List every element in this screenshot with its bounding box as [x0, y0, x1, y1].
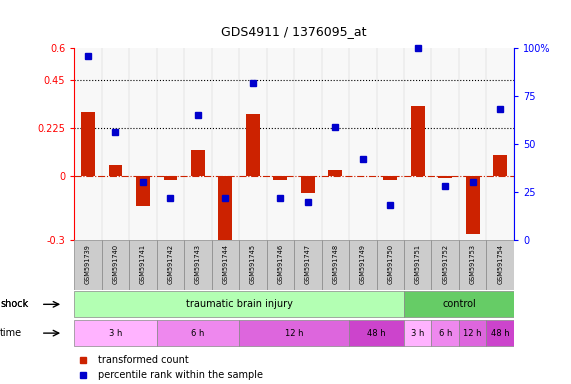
Bar [349, 320, 404, 346]
Text: traumatic brain injury: traumatic brain injury [186, 299, 292, 310]
Text: GSM591752: GSM591752 [442, 244, 448, 284]
Bar [74, 320, 156, 346]
Text: GSM591751: GSM591751 [415, 244, 421, 284]
Text: 48 h: 48 h [491, 329, 509, 338]
Bar [459, 320, 486, 346]
Bar [74, 240, 102, 290]
Bar [493, 155, 507, 176]
Text: GSM591740: GSM591740 [112, 244, 118, 284]
Bar [432, 240, 459, 290]
Text: GSM591749: GSM591749 [360, 244, 366, 284]
Text: 12 h: 12 h [285, 329, 303, 338]
Bar [212, 240, 239, 290]
Text: 12 h: 12 h [464, 329, 482, 338]
Bar [239, 320, 349, 346]
Bar [459, 240, 486, 290]
Text: GDS4911 / 1376095_at: GDS4911 / 1376095_at [222, 25, 367, 38]
Bar [239, 240, 267, 290]
Bar [184, 240, 212, 290]
Text: time: time [0, 328, 22, 338]
Text: GSM591741: GSM591741 [140, 244, 146, 284]
Bar [163, 176, 177, 180]
Bar [404, 240, 432, 290]
Bar [81, 112, 95, 176]
Bar [108, 166, 122, 176]
Text: GSM591743: GSM591743 [195, 244, 201, 284]
Text: GSM591739: GSM591739 [85, 244, 91, 284]
Text: 6 h: 6 h [439, 329, 452, 338]
Text: GSM591745: GSM591745 [250, 244, 256, 284]
Bar [432, 320, 459, 346]
Bar [246, 114, 260, 176]
Bar [129, 240, 156, 290]
Bar [439, 176, 452, 178]
Bar [321, 240, 349, 290]
Bar [74, 291, 404, 317]
Bar [466, 176, 480, 233]
Bar [404, 320, 432, 346]
Text: GSM591753: GSM591753 [470, 244, 476, 284]
Bar [349, 240, 376, 290]
Bar [404, 291, 514, 317]
Text: 3 h: 3 h [411, 329, 424, 338]
Bar [102, 240, 129, 290]
Bar [156, 240, 184, 290]
Text: control: control [442, 299, 476, 310]
Bar [328, 170, 342, 176]
Text: GSM591748: GSM591748 [332, 244, 338, 284]
Bar [376, 240, 404, 290]
Text: shock: shock [0, 299, 28, 310]
Text: GSM591746: GSM591746 [278, 244, 283, 284]
Bar [486, 240, 514, 290]
Bar [219, 176, 232, 240]
Bar [267, 240, 294, 290]
Text: GSM591754: GSM591754 [497, 244, 503, 284]
Text: GSM591747: GSM591747 [305, 244, 311, 284]
Text: 48 h: 48 h [367, 329, 386, 338]
Text: 3 h: 3 h [108, 329, 122, 338]
Bar [136, 176, 150, 206]
Bar [191, 151, 205, 176]
Text: GSM591750: GSM591750 [387, 244, 393, 284]
Bar [486, 320, 514, 346]
Text: percentile rank within the sample: percentile rank within the sample [98, 370, 263, 380]
Text: shock: shock [0, 299, 28, 310]
Bar [411, 106, 425, 176]
Bar [383, 176, 397, 180]
Bar [274, 176, 287, 180]
Text: 6 h: 6 h [191, 329, 204, 338]
Bar [156, 320, 239, 346]
Text: GSM591744: GSM591744 [222, 244, 228, 284]
Text: transformed count: transformed count [98, 356, 189, 366]
Bar [301, 176, 315, 193]
Bar [294, 240, 321, 290]
Text: GSM591742: GSM591742 [167, 244, 174, 284]
